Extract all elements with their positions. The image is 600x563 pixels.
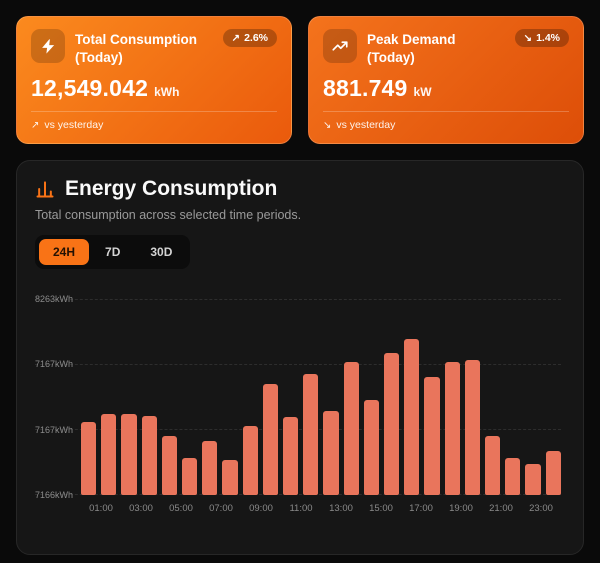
- bar-04:00[interactable]: [161, 435, 178, 496]
- bar-13:00[interactable]: [343, 362, 359, 496]
- time-range-tabs: 24H 7D 30D: [35, 235, 191, 270]
- bolt-icon: [31, 29, 65, 63]
- y-tick: 7167kWh: [35, 359, 74, 370]
- bar-06:00[interactable]: [202, 440, 218, 496]
- bar-18:00[interactable]: [444, 362, 460, 496]
- x-tick: 13:00: [329, 503, 353, 515]
- x-tick: 07:00: [209, 503, 233, 515]
- bars-container: [81, 299, 561, 496]
- tab-24h[interactable]: 24H: [39, 239, 90, 266]
- bar-23:00[interactable]: [545, 451, 561, 496]
- badge-value: 2.6%: [244, 32, 268, 44]
- footer-label: vs yesterday: [336, 119, 396, 132]
- panel-subtitle: Total consumption across selected time p…: [35, 208, 302, 223]
- trend-down-icon: ↘: [523, 32, 533, 44]
- card-title: Total Consumption (Today): [75, 32, 197, 65]
- y-tick: 8263kWh: [35, 294, 74, 305]
- badge-value: 1.4%: [536, 32, 560, 44]
- stat-unit: kW: [413, 85, 432, 100]
- trending-up-icon: [323, 29, 357, 63]
- x-tick: 09:00: [249, 503, 273, 515]
- y-tick: 7166kWh: [35, 490, 74, 501]
- bar-20:00[interactable]: [485, 435, 501, 496]
- panel-title: Energy Consumption: [65, 177, 278, 201]
- bar-12:00[interactable]: [323, 410, 339, 496]
- card-title: Peak Demand (Today): [367, 32, 456, 65]
- x-tick: 19:00: [449, 503, 473, 515]
- trend-up-icon: ↗: [231, 32, 241, 44]
- tab-7d[interactable]: 7D: [91, 239, 134, 265]
- x-tick: 17:00: [409, 503, 433, 515]
- bar-22:00[interactable]: [525, 464, 541, 496]
- bar-07:00[interactable]: [222, 459, 238, 496]
- y-axis: 8263kWh 7167kWh 7167kWh 7166kWh: [35, 294, 73, 500]
- bar-chart-icon: [35, 179, 55, 199]
- trend-down-icon: ↘: [323, 119, 332, 131]
- energy-consumption-panel: Energy Consumption Total consumption acr…: [16, 160, 584, 556]
- peak-demand-card: Peak Demand (Today) ↘ 1.4% 881.749 kW ↘ …: [308, 16, 584, 145]
- bar-21:00[interactable]: [505, 458, 521, 496]
- bar-16:00[interactable]: [404, 338, 420, 496]
- trend-badge: ↘ 1.4%: [514, 29, 569, 47]
- bar-03:00[interactable]: [141, 415, 157, 496]
- bar-02:00[interactable]: [121, 414, 137, 496]
- trend-badge: ↗ 2.6%: [222, 29, 277, 47]
- x-tick: 03:00: [129, 503, 153, 515]
- bar-08:00[interactable]: [242, 426, 258, 496]
- trend-up-icon: ↗: [31, 119, 40, 131]
- x-axis: 01:00 03:00 05:00 07:00 09:00 11:00 13:00 15:00…: [81, 503, 561, 517]
- stat-value: 12,549.042: [31, 75, 149, 102]
- bar-19:00[interactable]: [464, 359, 481, 496]
- stat-cards-row: Total Consumption (Today) ↗ 2.6% 12,549.…: [16, 16, 584, 145]
- x-tick: 05:00: [169, 503, 193, 515]
- bar-17:00[interactable]: [424, 376, 440, 496]
- bar-09:00[interactable]: [262, 383, 279, 496]
- x-tick: 23:00: [529, 503, 553, 515]
- x-tick: 21:00: [489, 503, 513, 515]
- tab-30d[interactable]: 30D: [136, 239, 186, 265]
- bar-15:00[interactable]: [384, 352, 400, 496]
- consumption-bar-chart: 8263kWh 7167kWh 7167kWh 7166kWh 01:00 03:…: [35, 294, 565, 517]
- footer-label: vs yesterday: [44, 119, 104, 132]
- bar-05:00[interactable]: [182, 458, 198, 496]
- bar-14:00[interactable]: [363, 400, 380, 496]
- total-consumption-card: Total Consumption (Today) ↗ 2.6% 12,549.…: [16, 16, 292, 145]
- bar-11:00[interactable]: [303, 374, 319, 496]
- stat-unit: kWh: [154, 85, 180, 100]
- x-tick: 11:00: [289, 503, 313, 515]
- stat-value: 881.749: [323, 75, 408, 102]
- bar-10:00[interactable]: [283, 416, 299, 496]
- bar-01:00[interactable]: [101, 414, 117, 496]
- bar-00:00[interactable]: [81, 421, 97, 496]
- x-tick: 15:00: [369, 503, 393, 515]
- y-tick: 7167kWh: [35, 424, 74, 435]
- x-tick: 01:00: [89, 503, 113, 515]
